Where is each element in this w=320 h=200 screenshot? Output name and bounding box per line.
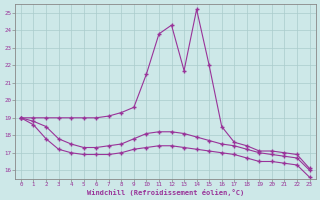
X-axis label: Windchill (Refroidissement éolien,°C): Windchill (Refroidissement éolien,°C)	[87, 189, 244, 196]
